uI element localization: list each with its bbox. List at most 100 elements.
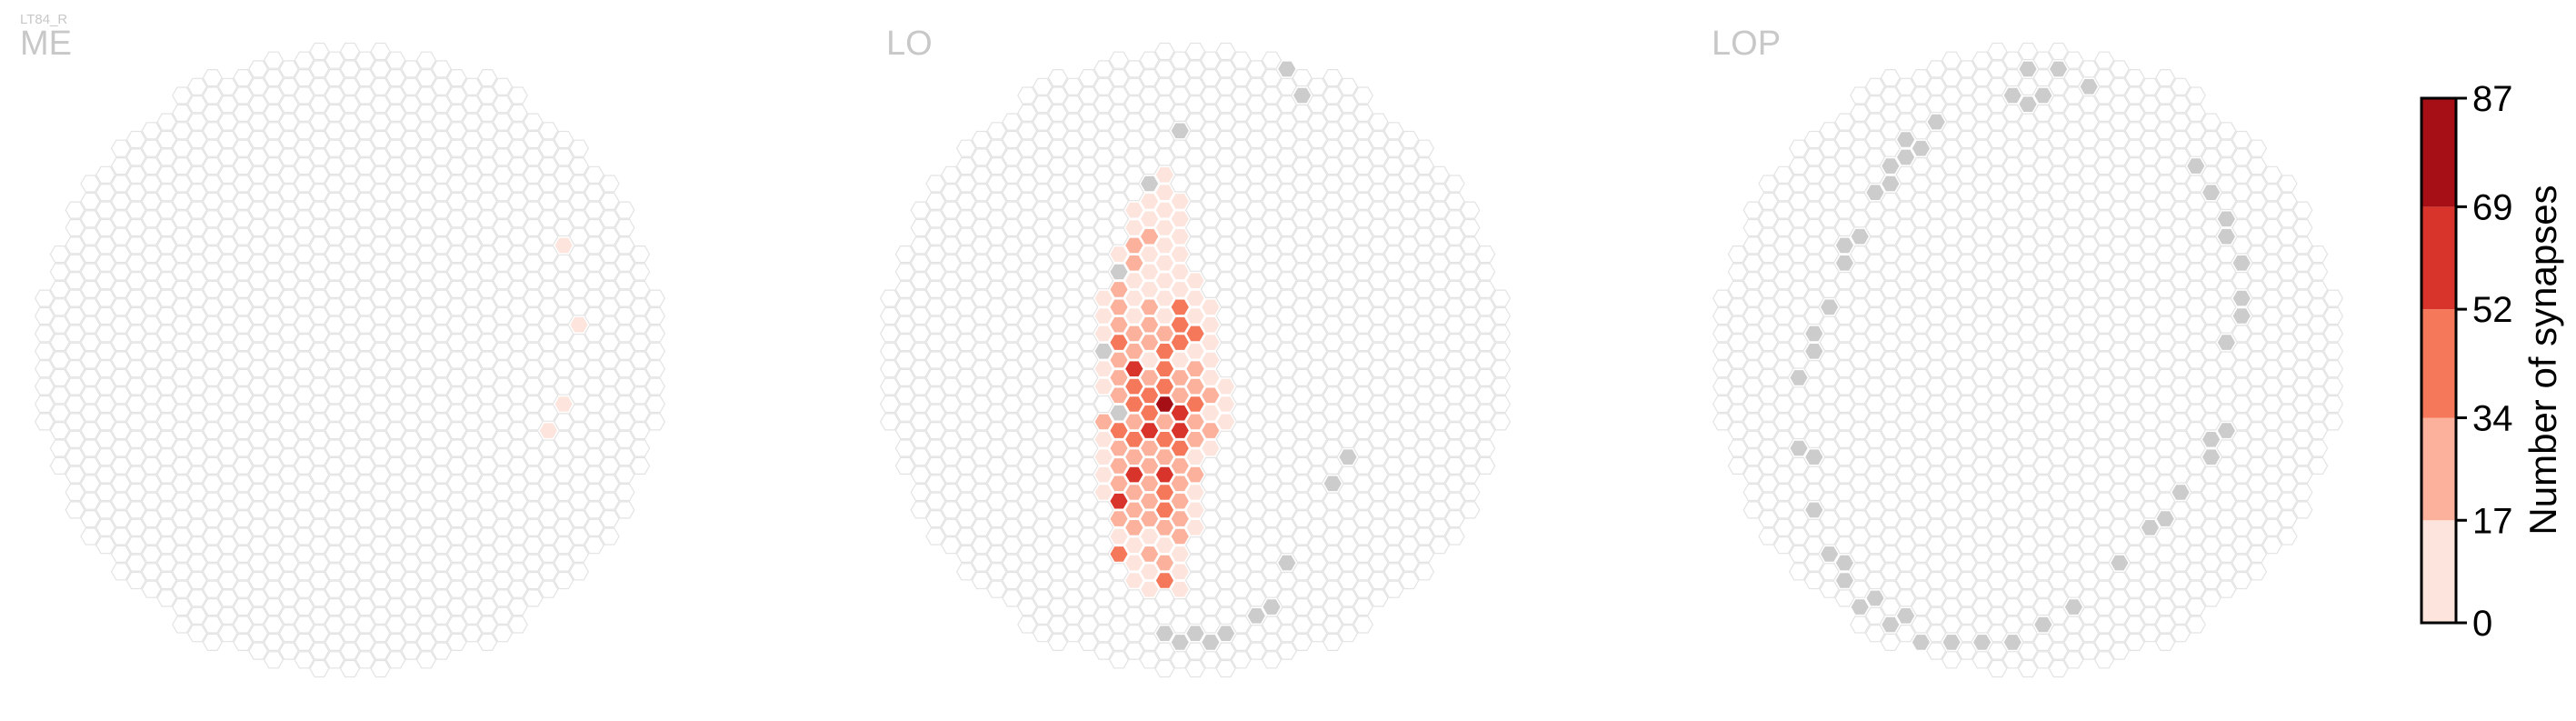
hex-cell-no-data [1108,263,1130,281]
hex-cell-empty [1353,492,1373,510]
hex-cell-empty [1323,210,1343,228]
hex-cell-empty [2232,377,2252,396]
hex-cell-empty [2124,492,2145,510]
hex-cell-value [1169,245,1191,264]
hex-cell-empty [2308,280,2329,298]
hex-cell-empty [141,280,162,298]
hex-cell-empty [309,430,330,448]
hex-cell-empty [309,413,330,431]
hex-cell-empty [141,175,162,193]
hex-cell-empty [385,210,406,228]
hex-cell-empty [1864,306,1886,325]
hex-cell-empty [2292,342,2313,360]
hex-cell-empty [1987,448,2008,466]
hex-cell-empty [202,68,223,87]
hex-cell-empty [446,422,467,440]
hex-cell-empty [1987,325,2008,343]
hex-cell-empty [2032,422,2053,440]
hex-cell-empty [1246,60,1267,78]
hex-cell-empty [309,501,330,519]
hex-cell-empty [2048,413,2069,431]
hex-cell-empty [941,448,962,466]
hex-cell-empty [1911,334,1932,352]
hex-cell-empty [1819,210,1840,228]
hex-cell-empty [294,616,315,634]
hex-cell-value [1200,368,1222,387]
hex-cell-value [1154,413,1175,431]
hex-cell-empty [80,386,101,405]
hex-cell-empty [2017,642,2039,660]
hex-cell-empty [462,448,483,466]
hex-cell-empty [233,633,254,652]
hex-cell-empty [2322,360,2344,378]
hex-cell-empty [324,456,345,476]
hex-cell-value [1169,404,1191,422]
hex-cell-empty [217,306,238,325]
hex-cell-empty [1047,227,1068,245]
hex-cell-empty [1926,606,1947,625]
hex-cell-empty [186,236,208,255]
hex-cell-empty [1987,589,2008,607]
hex-cell-empty [309,165,330,184]
hex-cell-empty [1017,210,1038,228]
hex-cell-empty [971,448,992,466]
hex-cell-empty [2155,351,2176,369]
hex-cell-empty [1108,86,1130,105]
hex-cell-empty [1956,466,1977,484]
hex-cell-empty [1972,597,1992,616]
hex-cell-empty [80,509,101,528]
hex-cell-empty [2216,404,2237,422]
hex-cell-empty [1307,77,1328,95]
hex-cell-empty [401,95,422,114]
hex-cell-empty [233,545,254,564]
hex-cell-empty [2048,148,2069,166]
hex-cell-empty [599,334,620,352]
hex-cell-empty [1911,422,1932,440]
hex-cell-empty [1788,422,1810,440]
hex-cell-empty [2155,298,2176,316]
hex-cell-empty [1911,509,1932,528]
hex-cell-empty [462,536,483,555]
hex-cell-empty [644,342,666,360]
hex-cell-empty [2093,509,2115,528]
hex-cell-empty [584,536,604,555]
hex-cell-empty [248,77,269,95]
hex-cell-empty [1850,86,1871,105]
hex-cell-empty [141,404,162,422]
hex-cell-empty [477,527,498,546]
hex-cell-empty [1307,501,1328,519]
hex-cell-empty [1413,227,1435,245]
hex-cell-empty [2201,254,2222,272]
hex-cell-empty [1108,651,1130,669]
hex-cell-empty [523,466,544,484]
hex-cell-empty [1413,351,1435,369]
hex-cell-empty [2170,518,2192,536]
hex-cell-empty [462,501,483,519]
hex-cell-empty [1911,175,1932,193]
hex-cell-empty [309,148,330,166]
hex-cell-empty [1292,633,1313,652]
hex-cell-empty [1880,633,1901,652]
hex-cell-empty [1292,456,1313,476]
hex-cell-empty [1353,315,1373,334]
hex-cell-empty [492,571,514,590]
hex-cell-empty [1307,571,1328,590]
hex-cell-no-data [2216,333,2237,352]
hex-cell-value [1200,404,1222,422]
hex-cell-empty [1712,289,1733,307]
hex-cell-empty [2322,377,2344,396]
hex-cell-empty [1926,60,1947,78]
hex-cell-empty [2261,289,2282,307]
hex-cell-no-data [1834,254,1855,272]
hex-cell-empty [370,483,391,502]
hex-cell-empty [2048,448,2069,466]
hex-cell-empty [1895,466,1916,484]
hex-cell-empty [2185,545,2206,564]
hex-cell-empty [2140,554,2161,572]
hex-cell-empty [2308,439,2329,457]
hex-cell-empty [2155,422,2176,440]
hex-cell-empty [2170,77,2192,95]
hex-cell-empty [248,130,269,149]
hex-cell-empty [431,184,452,202]
